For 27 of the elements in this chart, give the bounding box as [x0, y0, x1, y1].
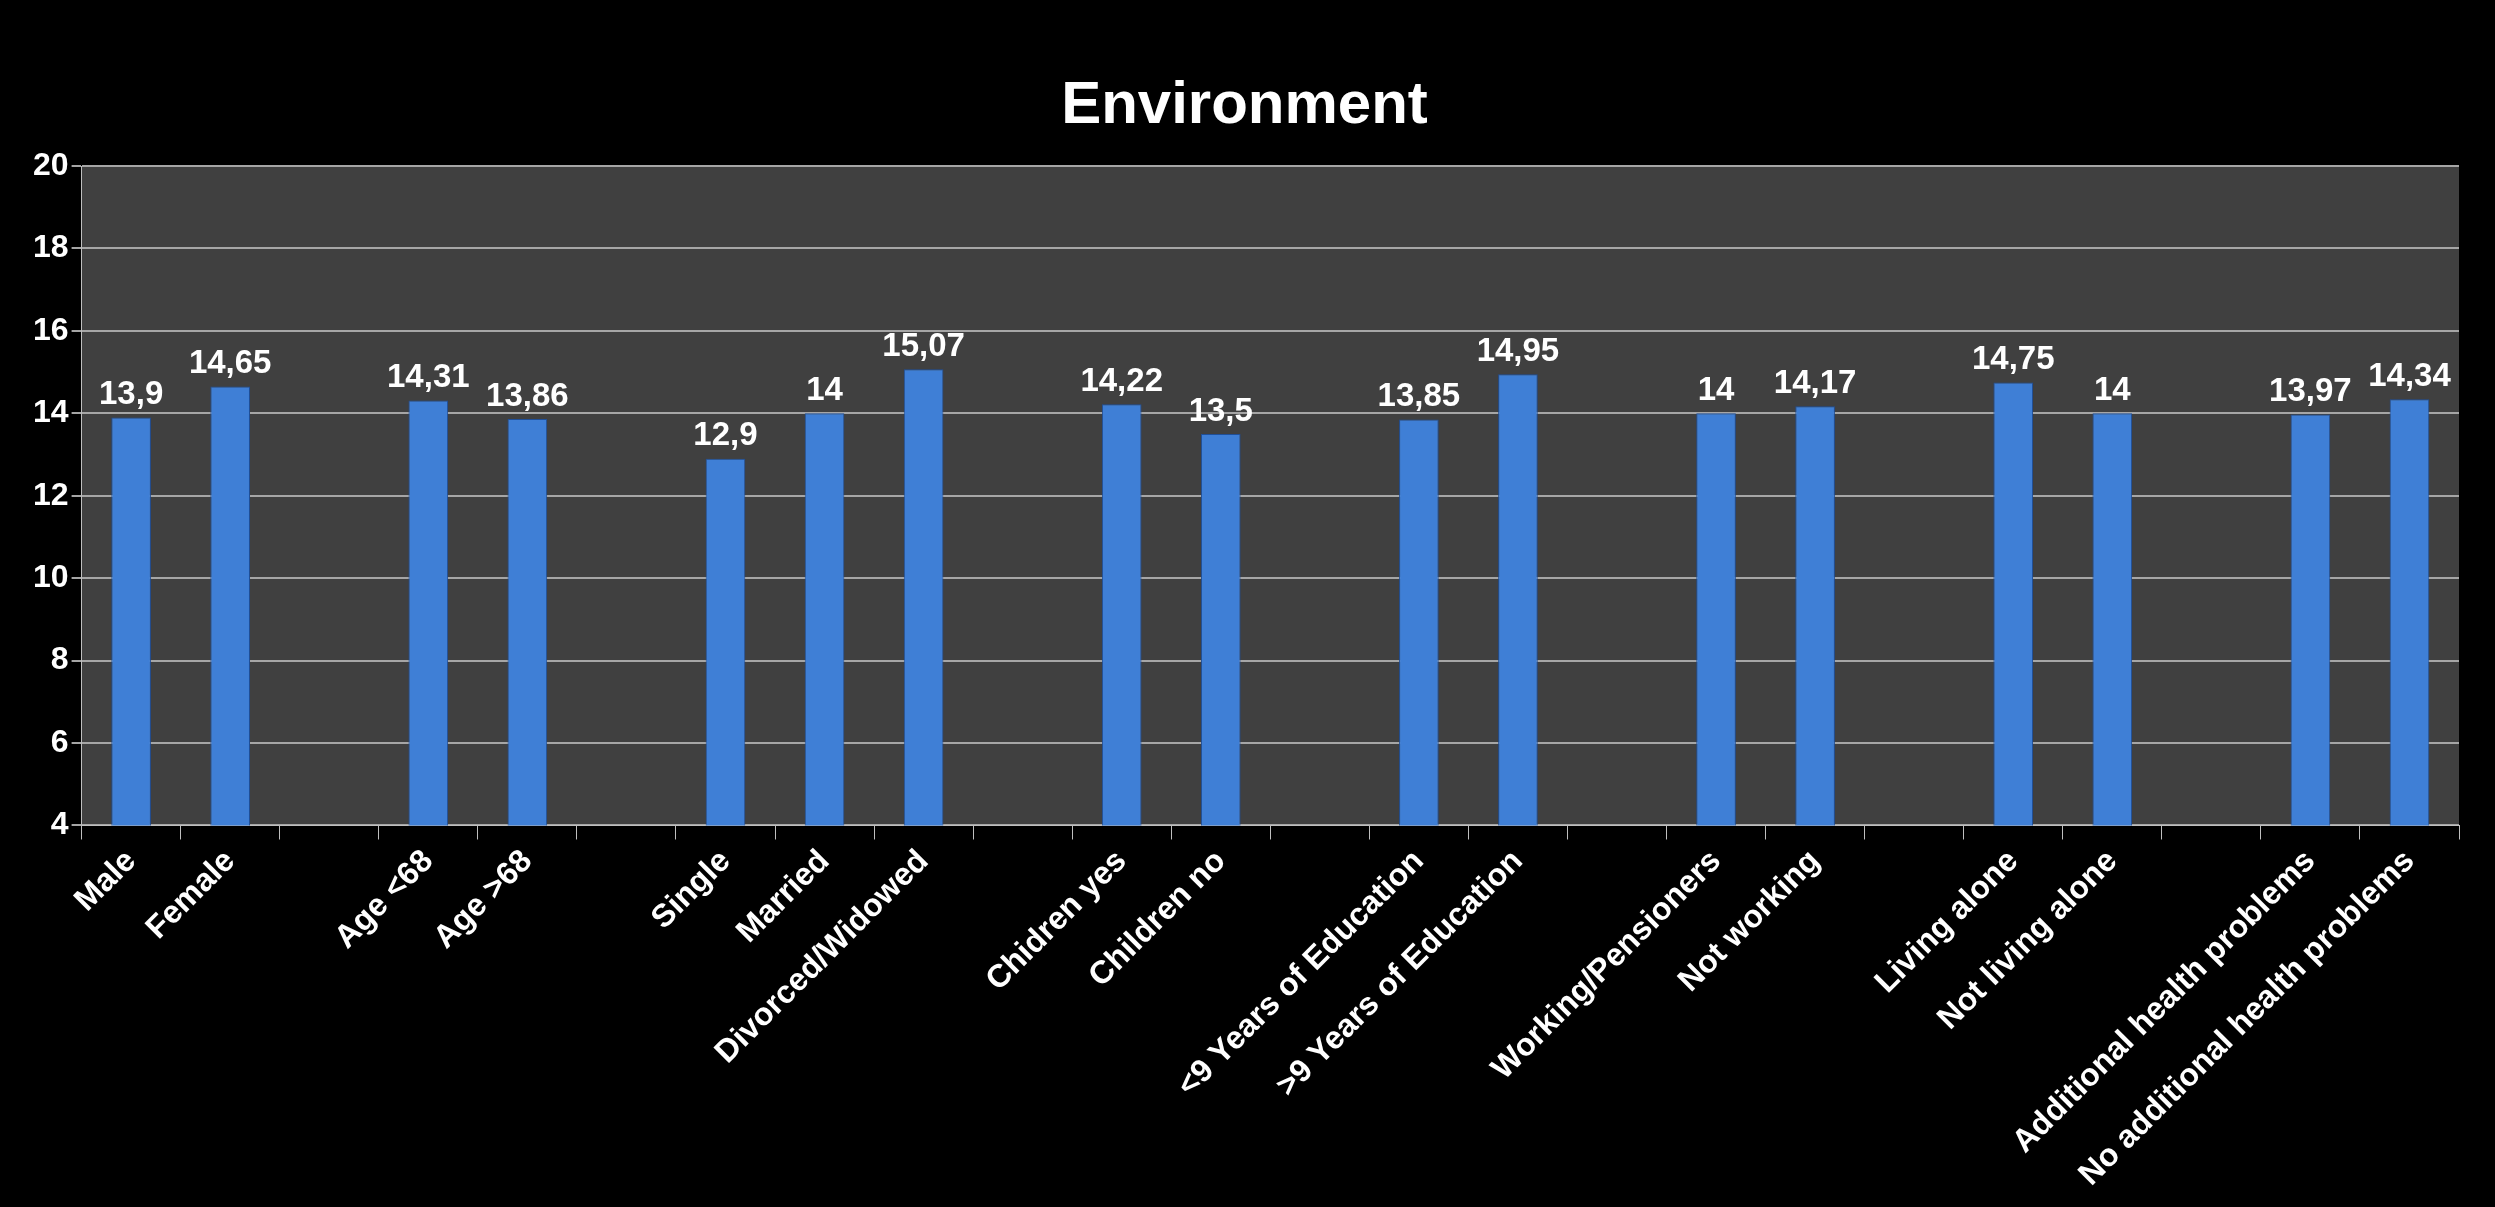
y-tick-label: 6: [50, 722, 69, 759]
y-tick-label: 14: [33, 393, 69, 430]
y-tick-label: 10: [33, 558, 69, 595]
y-tick-label: 4: [50, 805, 69, 842]
data-label: 14: [2093, 369, 2132, 407]
data-label: 13,9: [99, 374, 164, 412]
data-label: 14,34: [2368, 355, 2452, 393]
data-label: 14,22: [1080, 360, 1164, 398]
y-tick-label: 18: [33, 228, 69, 265]
y-tick-label: 8: [50, 640, 69, 677]
data-label: 14,17: [1773, 362, 1857, 400]
data-label: 14,31: [387, 357, 470, 395]
data-label: 13,97: [2269, 371, 2352, 409]
data-label: 13,5: [1188, 390, 1253, 428]
data-label: 12,9: [693, 415, 758, 453]
y-tick-label: 20: [33, 145, 69, 182]
data-label: 14: [1697, 369, 1736, 407]
chart-title: Environment: [1061, 68, 1428, 136]
data-label: 14,95: [1476, 330, 1560, 368]
y-tick-label: 16: [33, 310, 69, 347]
data-label: 14,65: [188, 343, 272, 381]
data-label: 14: [806, 369, 844, 407]
y-tick-label: 12: [33, 475, 69, 512]
data-label: 13,86: [486, 375, 569, 413]
data-label: 13,85: [1377, 376, 1461, 414]
data-label: 14,75: [1971, 338, 2055, 376]
data-label: 15,07: [882, 325, 965, 363]
